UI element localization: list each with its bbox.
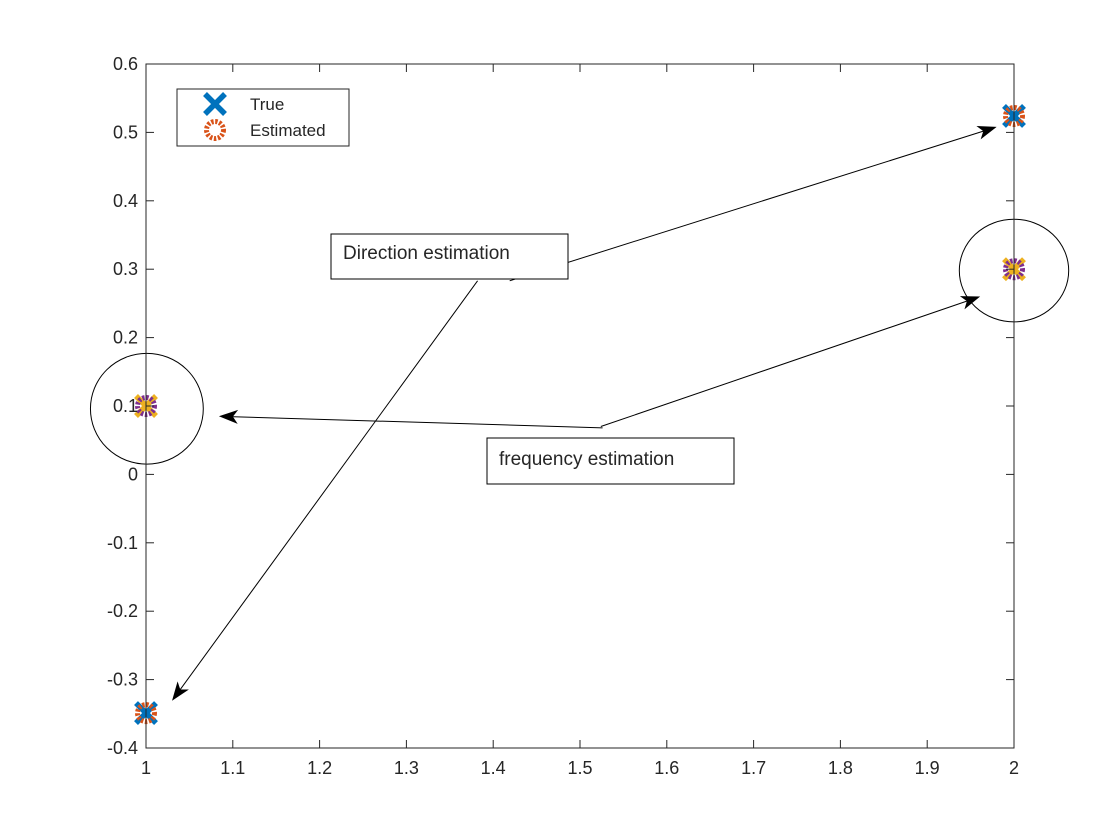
x-tick-label: 1.8 [828, 758, 853, 778]
y-tick-label: 0.1 [113, 396, 138, 416]
x-tick-label: 1.2 [307, 758, 332, 778]
x-tick-label: 1.6 [654, 758, 679, 778]
y-tick-label: -0.2 [107, 601, 138, 621]
y-tick-label: -0.1 [107, 533, 138, 553]
annotation-text: frequency estimation [499, 449, 674, 470]
x-tick-label: 1.9 [915, 758, 940, 778]
annotation-ellipse [89, 352, 204, 465]
plot-area [146, 64, 1014, 748]
arrow-head [976, 125, 997, 140]
x-tick-label: 2 [1009, 758, 1019, 778]
annotation-arrow [172, 280, 478, 701]
annotation-box [330, 233, 569, 280]
annotation-text: Direction estimation [343, 243, 510, 264]
arrow-head [218, 409, 239, 424]
y-tick-label: 0 [128, 464, 138, 484]
y-tick-label: 0.4 [113, 191, 138, 211]
annotations-layer: Direction estimation frequency estimation [330, 233, 735, 485]
legend-label: Estimated [250, 121, 326, 140]
arrow-line [600, 298, 975, 427]
annotation-arrow [218, 409, 603, 429]
x-tick-label: 1.3 [394, 758, 419, 778]
legend: True Estimated [176, 88, 350, 147]
marker-ring [204, 119, 226, 141]
legend-marker [204, 119, 226, 141]
x-tick-label: 1.7 [741, 758, 766, 778]
legend-entry: True [203, 92, 284, 116]
annotation-textbox: Direction estimation [330, 233, 569, 280]
y-tick-label: 0.5 [113, 122, 138, 142]
annotation-arrow [509, 125, 997, 282]
x-tick-label: 1.1 [220, 758, 245, 778]
arrow-line [175, 280, 478, 697]
annotation-textbox: frequency estimation [486, 437, 735, 485]
marker-stroke [203, 92, 227, 116]
y-tick-label: 0.2 [113, 328, 138, 348]
legend-marker [203, 92, 227, 116]
x-tick-label: 1 [141, 758, 151, 778]
x-tick-label: 1.4 [481, 758, 506, 778]
arrow-line [509, 128, 992, 282]
x-tick-label: 1.5 [567, 758, 592, 778]
y-tick-label: -0.3 [107, 670, 138, 690]
y-tick-label: 0.3 [113, 259, 138, 279]
annotation-box [486, 437, 735, 485]
arrow-head [172, 681, 189, 701]
annotation-arrow [600, 296, 981, 427]
arrow-head [959, 296, 981, 310]
axes-layer: 1 1.1 1.2 1.3 1.4 1.5 1.6 1.7 1.8 1.9 2 -0.4 -0.3 -0.… [107, 54, 1019, 778]
y-tick-label: 0.6 [113, 54, 138, 74]
legend-label: True [250, 95, 284, 114]
arrows-layer [172, 125, 997, 701]
y-tick-label: -0.4 [107, 738, 138, 758]
legend-entry: Estimated [204, 119, 326, 141]
arrow-line [224, 415, 603, 429]
